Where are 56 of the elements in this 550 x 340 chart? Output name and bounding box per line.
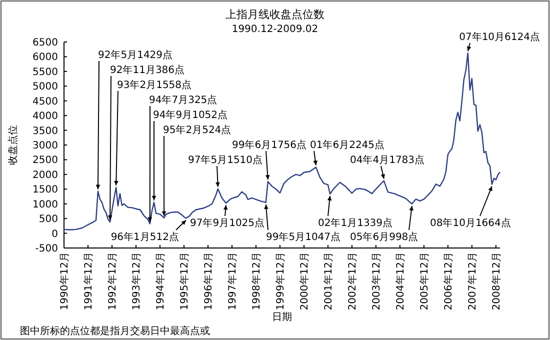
x-tick-label: 1996年12月 (202, 252, 214, 310)
chart-subtitle: 1990.12-2009.02 (232, 24, 318, 35)
y-tick-label: 5500 (32, 66, 58, 78)
annotation: 94年7月325点 (149, 94, 218, 106)
x-tick-label: 2006年12月 (442, 252, 454, 310)
chart-title: 上指月线收盘点位数 (226, 8, 324, 21)
x-tick-label: 2001年12月 (322, 252, 334, 310)
annotation: 99年5月1047点 (266, 231, 341, 243)
y-tick-label: 4500 (32, 96, 58, 108)
x-tick-label: 2007年12月 (466, 252, 478, 310)
annotation: 92年11月386点 (110, 64, 185, 76)
annotation: 94年9月1052点 (153, 109, 228, 121)
y-tick-label: 0 (52, 228, 58, 240)
x-tick-label: 2000年12月 (298, 252, 310, 310)
x-tick-label: 1998年12月 (250, 252, 262, 310)
x-tick-label: 2008年12月 (490, 252, 502, 310)
y-tick-label: 6000 (32, 52, 58, 64)
y-tick-label: 2000 (32, 170, 58, 181)
annotation: 92年5月1429点 (98, 49, 173, 61)
x-tick-label: 1994年12月 (154, 252, 166, 310)
x-tick-label: 2005年12月 (418, 252, 430, 310)
x-axis-title: 日期 (272, 311, 292, 323)
annotation: 02年1月1339点 (318, 217, 393, 229)
y-tick-label: 5000 (32, 82, 58, 93)
x-tick-label: 1995年12月 (178, 252, 190, 310)
x-tick-label: 1990年12月 (58, 252, 70, 310)
annotation: 08年10月1664点 (430, 217, 511, 229)
y-tick-label: 1500 (32, 184, 58, 196)
y-tick-label: 4000 (32, 111, 58, 122)
x-tick-label: 2004年12月 (394, 252, 406, 310)
annotation: 99年6月1756点 (232, 139, 307, 151)
x-tick-label: 1993年12月 (130, 252, 142, 310)
x-tick-label: 1991年12月 (82, 252, 94, 310)
y-tick-label: 500 (38, 214, 58, 226)
y-axis-title: 收盘点位 (7, 125, 19, 165)
annotation: 05年6月998点 (350, 231, 418, 243)
annotation: 97年5月1510点 (188, 154, 263, 166)
annotation: 96年1月512点 (110, 231, 179, 243)
x-tick-label: 1997年12月 (226, 252, 238, 310)
x-tick-label: 2003年12月 (370, 252, 382, 310)
annotation: 97年9月1025点 (190, 217, 265, 229)
annotation: 93年2月1558点 (117, 79, 192, 91)
y-tick-label: 3500 (32, 126, 58, 137)
y-tick-label: 1000 (32, 199, 58, 210)
y-tick-label: 2500 (32, 155, 58, 166)
annotation: 01年6月2245点 (310, 139, 385, 151)
x-tick-label: 2002年12月 (346, 252, 358, 310)
x-tick-label: 1992年12月 (106, 252, 119, 310)
annotation: 95年2月524点 (163, 124, 232, 136)
annotation: 04年4月1783点 (350, 154, 425, 166)
y-tick-label: -500 (35, 244, 58, 254)
y-tick-label: 3000 (32, 140, 58, 152)
text: 图中所标的点位都是指月交易日中最高点或 (20, 325, 210, 337)
y-tick-label: 6500 (32, 38, 58, 48)
x-tick-label: 1999年12月 (274, 252, 286, 310)
annotation: 07年10月6124点 (459, 31, 540, 43)
